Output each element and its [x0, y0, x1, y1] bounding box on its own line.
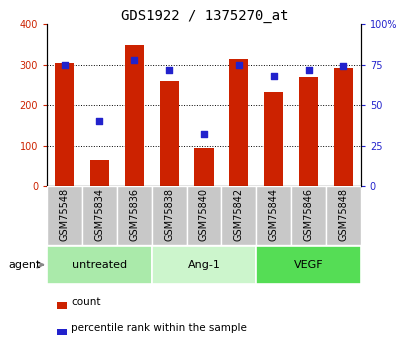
- Point: [96, 119, 103, 124]
- FancyBboxPatch shape: [117, 186, 151, 245]
- Text: GSM75838: GSM75838: [164, 188, 174, 241]
- Text: GSM75846: GSM75846: [303, 188, 313, 241]
- Text: GSM75848: GSM75848: [337, 188, 348, 241]
- FancyBboxPatch shape: [47, 246, 151, 284]
- FancyBboxPatch shape: [290, 186, 325, 245]
- Bar: [56, 302, 67, 308]
- Text: count: count: [71, 297, 100, 307]
- Text: VEGF: VEGF: [293, 260, 323, 270]
- Text: agent: agent: [9, 260, 41, 270]
- Text: GDS1922 / 1375270_at: GDS1922 / 1375270_at: [121, 9, 288, 23]
- FancyBboxPatch shape: [82, 186, 117, 245]
- FancyBboxPatch shape: [151, 186, 186, 245]
- Bar: [229, 59, 248, 186]
- Bar: [90, 160, 109, 186]
- FancyBboxPatch shape: [325, 186, 360, 245]
- FancyBboxPatch shape: [186, 186, 221, 245]
- Bar: [55, 63, 74, 186]
- Text: GSM75840: GSM75840: [198, 188, 209, 241]
- Bar: [263, 92, 283, 186]
- FancyBboxPatch shape: [221, 186, 256, 245]
- Text: GSM75836: GSM75836: [129, 188, 139, 241]
- Bar: [194, 148, 213, 186]
- FancyBboxPatch shape: [256, 186, 290, 245]
- Text: untreated: untreated: [72, 260, 127, 270]
- Text: GSM75842: GSM75842: [233, 188, 243, 241]
- Text: percentile rank within the sample: percentile rank within the sample: [71, 323, 246, 333]
- Text: GSM75844: GSM75844: [268, 188, 278, 241]
- Point: [131, 57, 137, 62]
- Text: GSM75834: GSM75834: [94, 188, 104, 241]
- Point: [339, 63, 346, 69]
- FancyBboxPatch shape: [256, 246, 360, 284]
- Point: [270, 73, 276, 79]
- Bar: [56, 328, 67, 335]
- Bar: [298, 77, 317, 186]
- FancyBboxPatch shape: [47, 186, 82, 245]
- Text: GSM75548: GSM75548: [59, 188, 70, 241]
- Text: Ang-1: Ang-1: [187, 260, 220, 270]
- Point: [61, 62, 68, 67]
- FancyBboxPatch shape: [151, 246, 256, 284]
- Point: [200, 132, 207, 137]
- Point: [305, 67, 311, 72]
- Point: [166, 67, 172, 72]
- Bar: [124, 45, 144, 186]
- Bar: [333, 68, 352, 186]
- Bar: [159, 81, 178, 186]
- Point: [235, 62, 242, 67]
